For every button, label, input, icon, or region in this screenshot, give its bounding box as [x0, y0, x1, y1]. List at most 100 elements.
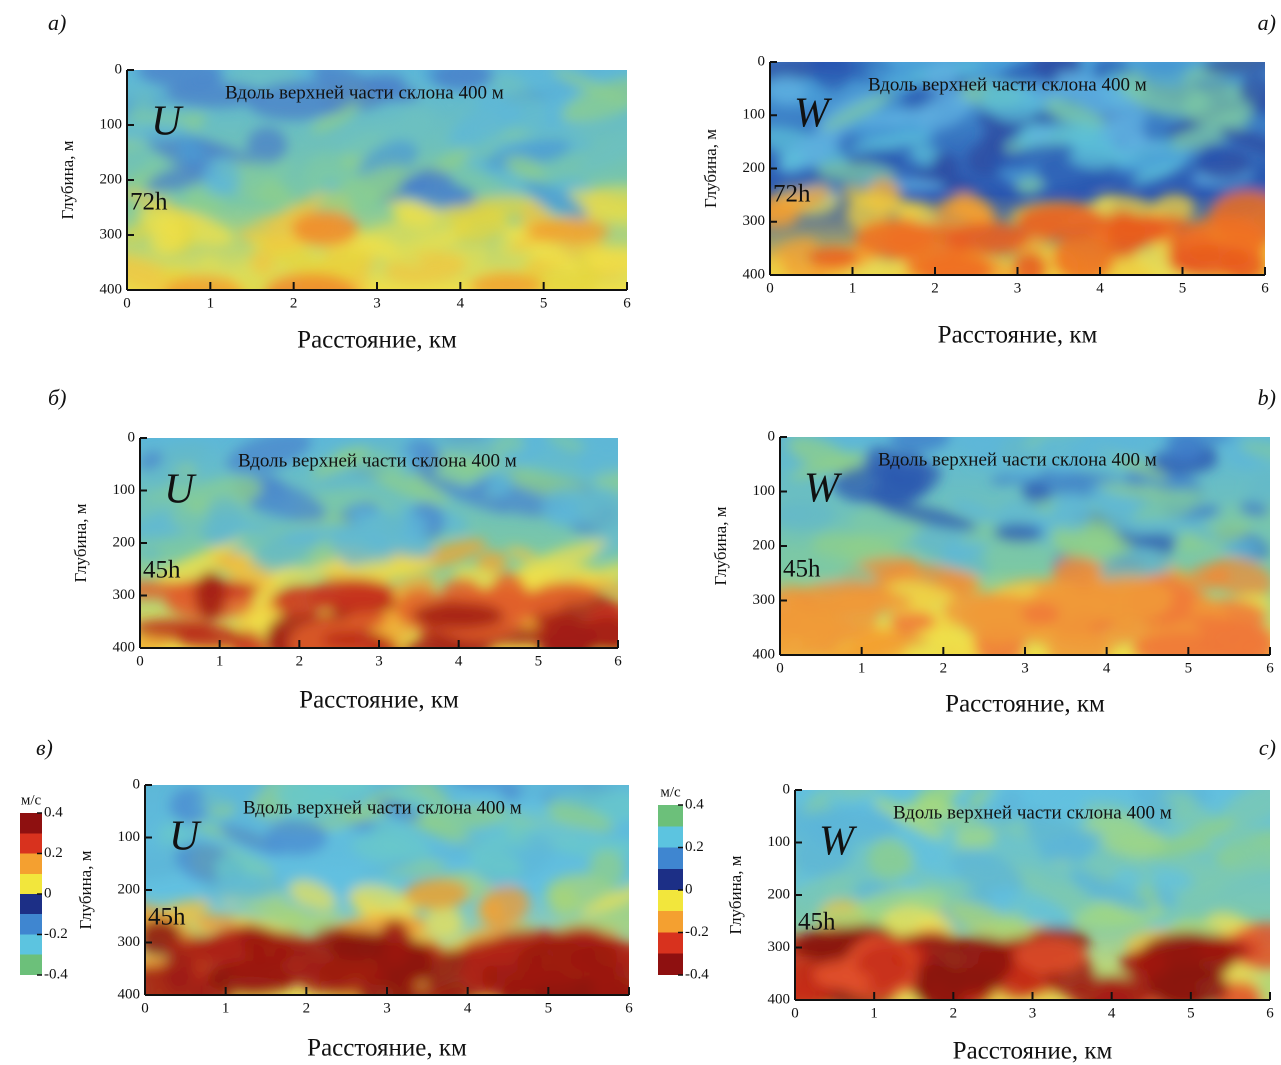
x-tick-label: 1: [849, 280, 857, 296]
x-tick-label: 4: [1096, 280, 1104, 296]
blob: [1168, 244, 1253, 275]
blob: [865, 66, 916, 84]
colorbar-tick-label: 0: [44, 885, 52, 901]
colorbar-tick-label: 0: [685, 881, 693, 897]
blob: [590, 964, 629, 995]
blob: [542, 623, 598, 648]
blob: [1148, 817, 1235, 863]
blob: [1069, 869, 1152, 913]
x-axis-label: Расстояние, км: [299, 687, 459, 714]
y-axis-label: Глубина, м: [76, 850, 95, 929]
blob: [194, 571, 226, 621]
x-tick-label: 1: [870, 1005, 878, 1021]
blob: [1107, 216, 1167, 247]
blob: [1239, 439, 1270, 462]
blob: [865, 793, 945, 840]
blob: [1021, 603, 1060, 626]
blob: [164, 275, 243, 290]
blob: [264, 273, 357, 290]
time-label: 72h: [130, 189, 168, 216]
x-tick-label: 4: [1108, 1005, 1116, 1021]
blob: [192, 523, 253, 557]
blob: [916, 87, 977, 131]
blob: [520, 70, 603, 101]
blob: [1016, 203, 1106, 239]
blob: [840, 186, 922, 218]
x-tick-label: 2: [950, 1005, 958, 1021]
colorbar-tick-label: -0.4: [44, 966, 68, 982]
blob: [577, 438, 618, 477]
blob: [140, 633, 177, 648]
blob: [247, 127, 288, 165]
blob: [523, 180, 588, 220]
colorbar-tick-label: 0.4: [685, 796, 704, 812]
y-tick-label: 200: [113, 534, 136, 550]
blob: [265, 819, 328, 855]
blob: [1147, 966, 1229, 1000]
blob: [912, 169, 977, 194]
blob: [127, 223, 155, 242]
y-tick-label: 400: [100, 281, 123, 297]
blob: [931, 153, 960, 177]
blob: [310, 105, 359, 133]
blob: [478, 833, 531, 850]
blob: [163, 949, 194, 995]
blob: [1187, 523, 1221, 543]
y-axis-label: Глубина, м: [71, 503, 90, 582]
blob: [228, 956, 301, 991]
y-tick-label: 200: [753, 537, 776, 553]
y-tick-label: 100: [118, 829, 141, 845]
blob: [995, 790, 1024, 823]
x-tick-label: 0: [766, 280, 774, 296]
y-tick-label: 300: [753, 592, 776, 608]
x-tick-label: 2: [290, 295, 298, 311]
blob: [945, 222, 1030, 255]
panel-label: a): [1258, 10, 1276, 35]
y-tick-label: 400: [118, 986, 141, 1002]
x-tick-label: 5: [1185, 660, 1193, 676]
x-tick-label: 0: [141, 1000, 149, 1016]
blob: [403, 878, 470, 910]
heatmap: [770, 62, 1265, 275]
blob: [1047, 628, 1111, 655]
blob: [321, 630, 387, 648]
blob: [1198, 142, 1226, 166]
x-tick-label: 5: [1179, 280, 1187, 296]
blob: [1054, 532, 1133, 558]
blob: [889, 612, 937, 632]
blob: [1014, 472, 1104, 498]
x-tick-label: 2: [296, 653, 304, 669]
heatmap-texture: [780, 437, 1270, 655]
blob: [145, 857, 184, 878]
blob: [1105, 254, 1155, 275]
blob: [795, 937, 848, 960]
blob: [416, 804, 510, 831]
blob: [877, 500, 978, 531]
y-tick-label: 400: [113, 639, 136, 655]
blob: [1219, 127, 1265, 160]
blob: [944, 206, 996, 225]
blob: [1061, 132, 1119, 170]
y-tick-label: 300: [118, 934, 141, 950]
variable-label: U: [164, 467, 197, 513]
x-tick-label: 2: [940, 660, 948, 676]
blob: [1027, 127, 1055, 142]
blob: [412, 601, 504, 629]
blob: [795, 983, 835, 1000]
blob: [982, 126, 1010, 149]
colorbar: [20, 813, 42, 975]
blob: [951, 499, 1003, 523]
blob: [488, 469, 514, 497]
heatmap: [127, 70, 627, 290]
blob: [155, 539, 244, 581]
blob: [376, 798, 422, 821]
blob: [951, 849, 1023, 898]
heatmap-texture: [145, 785, 629, 995]
x-tick-label: 0: [776, 660, 784, 676]
x-tick-label: 5: [1187, 1005, 1195, 1021]
blob: [140, 581, 200, 600]
y-tick-label: 400: [753, 646, 776, 662]
blob: [278, 524, 357, 544]
blob: [312, 70, 382, 107]
blob: [439, 835, 492, 860]
